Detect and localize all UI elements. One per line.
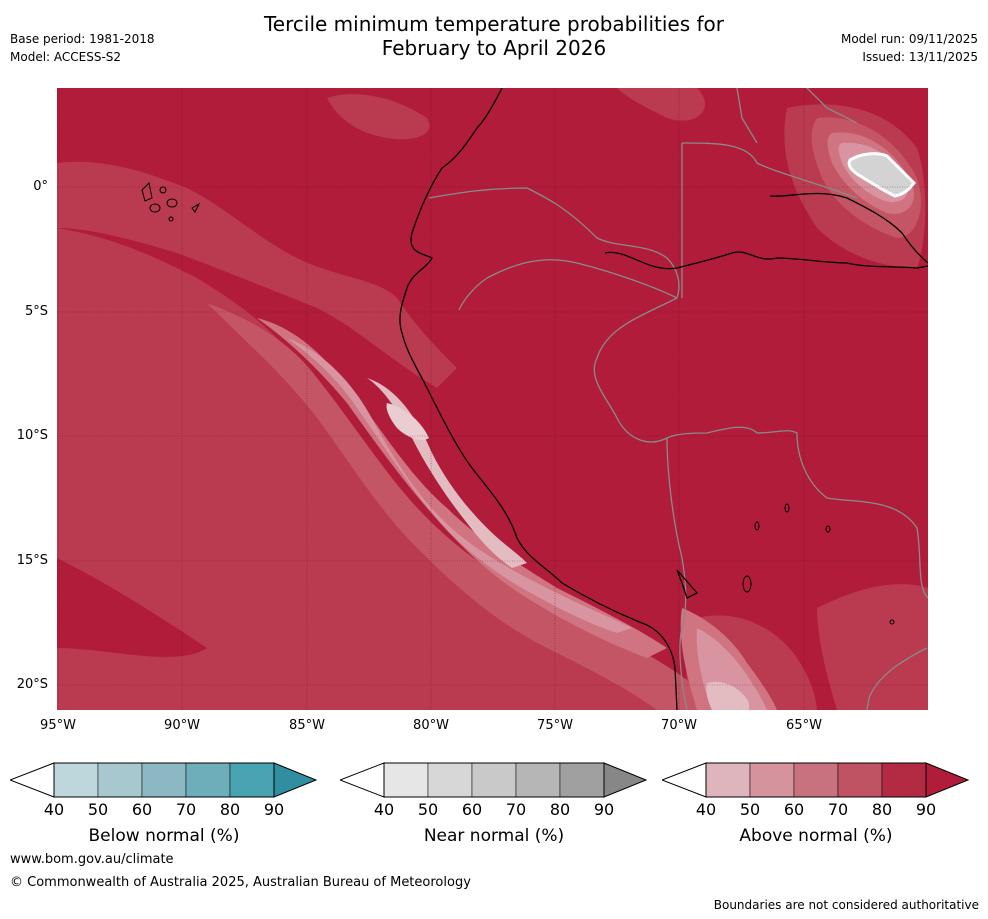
coastlines [399,88,928,710]
near-tick-80: 80 [549,800,571,819]
near-tick-50: 50 [417,800,439,819]
near-tick-90: 90 [593,800,615,819]
colorbar-near-swatch-1 [383,762,429,798]
above-70-region-coast [207,303,722,710]
boundary-disclaimer: Boundaries are not considered authoritat… [713,898,979,912]
colorbar-below-swatch-1 [53,762,99,798]
copyright-text: © Commonwealth of Australia 2025, Austra… [10,875,471,890]
title-line-2: February to April 2026 [381,36,607,60]
lat-label-10s: 10°S [16,428,48,443]
colorbar-above-swatch-4 [837,762,883,798]
above-80-region-southeast [817,584,928,710]
colorbar-above-swatch-3 [793,762,839,798]
above-tick-70: 70 [827,800,849,819]
below-tick-70: 70 [175,800,197,819]
above-normal-label: Above normal (%) [739,826,893,846]
colorbar-above [662,762,970,798]
national-borders [428,88,928,710]
lakes [742,503,895,625]
above-80-region-west [57,228,717,710]
base-period: Base period: 1981-2018 [10,32,155,46]
lon-label-90w: 90°W [164,718,200,733]
lon-label-75w: 75°W [537,718,573,733]
graticule [57,88,928,710]
colorbar-near-swatch-2 [427,762,473,798]
colorbar-below-swatch-5 [229,762,275,798]
above-tick-50: 50 [739,800,761,819]
colorbar-near-swatch-4 [515,762,561,798]
colorbar-near-min-arrow [340,762,385,798]
lon-label-95w: 95°W [40,718,76,733]
below-tick-40: 40 [43,800,65,819]
colorbar-near-swatch-3 [471,762,517,798]
title-line-1: Tercile minimum temperature probabilitie… [263,12,725,36]
colorbar-near-swatch-5 [559,762,605,798]
lon-label-85w: 85°W [289,718,325,733]
lon-label-80w: 80°W [413,718,449,733]
near-normal-label: Near normal (%) [423,826,565,846]
map-title: Tercile minimum temperature probabilitie… [0,12,988,60]
lon-label-65w: 65°W [786,718,822,733]
colorbar-below [10,762,318,798]
meta-left: Base period: 1981-2018 Model: ACCESS-S2 [10,30,155,66]
above-tick-60: 60 [783,800,805,819]
lon-label-70w: 70°W [661,718,697,733]
near-normal-region [847,152,916,198]
colorbar-below-swatch-4 [185,762,231,798]
colorbar-below-max-arrow [273,762,318,798]
model-name: Model: ACCESS-S2 [10,50,122,64]
above-80-region-north [327,94,430,140]
below-tick-50: 50 [87,800,109,819]
colorbar-below-min-arrow [10,762,55,798]
colorbar-above-swatch-2 [749,762,795,798]
below-tick-80: 80 [219,800,241,819]
colorbar-above-swatch-1 [705,762,751,798]
colorbar-near-max-arrow [603,762,648,798]
below-tick-60: 60 [131,800,153,819]
colorbar-near [340,762,648,798]
colorbar-above-swatch-5 [881,762,927,798]
meta-right: Model run: 09/11/2025 Issued: 13/11/2025 [841,30,978,66]
issued-date: Issued: 13/11/2025 [862,50,978,64]
above-80-region-ocean-top [57,161,457,388]
above-80-region-northeast [617,88,706,121]
colorbar-above-max-arrow [925,762,970,798]
lat-label-0: 0° [33,179,48,194]
website-link[interactable]: www.bom.gov.au/climate [10,852,174,867]
below-tick-90: 90 [263,800,285,819]
colorbar-below-swatch-3 [141,762,187,798]
model-run: Model run: 09/11/2025 [840,32,978,46]
lat-label-5s: 5°S [24,304,48,319]
near-tick-60: 60 [461,800,483,819]
below-normal-label: Below normal (%) [88,826,240,846]
near-tick-70: 70 [505,800,527,819]
colorbar-above-min-arrow [662,762,707,798]
galapagos-islands [141,181,201,222]
colorbar-below-swatch-2 [97,762,143,798]
above-40-region-core [386,403,429,440]
near-tick-40: 40 [373,800,395,819]
lat-label-20s: 20°S [16,677,48,692]
probability-map [57,88,928,710]
above-tick-80: 80 [871,800,893,819]
lat-label-15s: 15°S [16,553,48,568]
above-tick-40: 40 [695,800,717,819]
above-40-region-andes-south [706,681,749,710]
above-tick-90: 90 [915,800,937,819]
